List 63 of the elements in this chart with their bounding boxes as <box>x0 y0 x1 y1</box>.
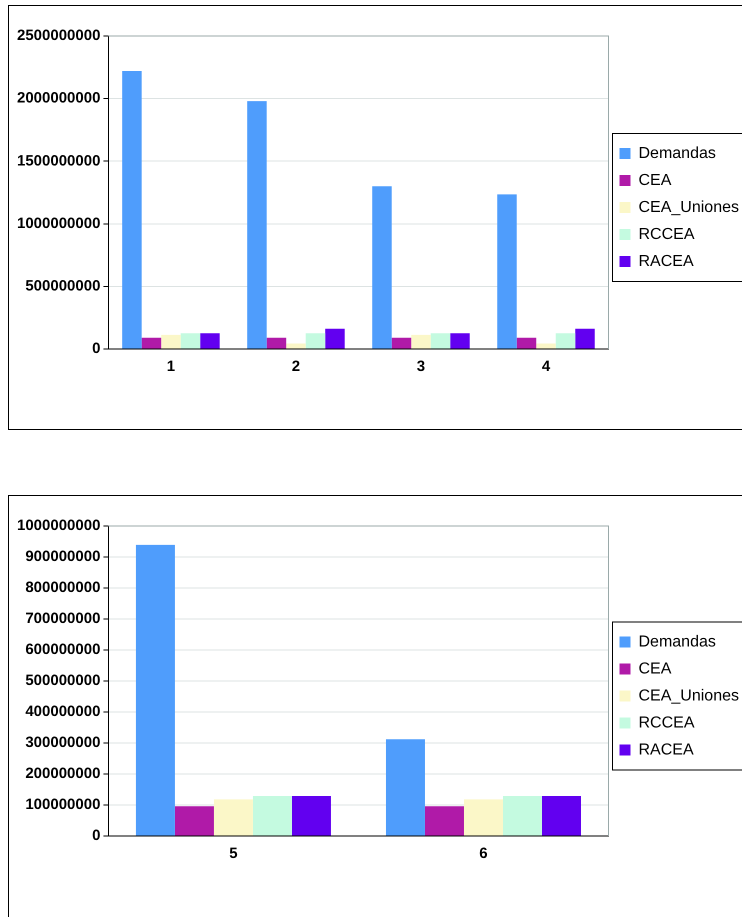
bar <box>392 338 412 348</box>
bar <box>306 333 326 348</box>
bar <box>325 328 345 348</box>
bar <box>286 343 306 348</box>
bar <box>252 796 292 836</box>
y-tick-label: 100000000 <box>25 796 100 814</box>
x-tick-label: 4 <box>542 358 551 376</box>
y-tick-label: 700000000 <box>25 610 100 628</box>
legend-label: RCCEA <box>638 226 695 243</box>
x-tick-label: 5 <box>229 845 238 862</box>
bar <box>142 338 162 348</box>
legend-label: RCCEA <box>638 714 695 732</box>
y-tick-label: 400000000 <box>25 703 100 720</box>
bar <box>464 799 503 836</box>
y-tick-label: 900000000 <box>25 548 100 566</box>
y-tick-label: 500000000 <box>25 672 100 690</box>
bar <box>247 101 267 348</box>
bar <box>214 799 253 836</box>
bar <box>161 334 181 348</box>
x-tick-label: 1 <box>166 358 176 376</box>
bar <box>502 796 542 836</box>
bar <box>174 806 214 836</box>
bar <box>430 333 450 348</box>
legend-label: RACEA <box>638 252 694 270</box>
bar <box>516 338 536 348</box>
y-tick-label: 1500000000 <box>16 152 100 170</box>
y-tick-label: 500000000 <box>25 278 100 295</box>
bar <box>122 71 142 348</box>
y-tick-label: 1000000000 <box>16 517 100 534</box>
bar <box>575 328 595 348</box>
legend-label: RACEA <box>638 741 694 758</box>
bar <box>424 806 464 836</box>
bar <box>136 544 175 836</box>
bar <box>542 796 581 836</box>
bar <box>386 739 425 836</box>
bar <box>372 186 392 348</box>
y-tick-label: 2000000000 <box>16 90 100 107</box>
legend-label: CEA_Uniones <box>638 687 739 704</box>
y-tick-label: 0 <box>92 827 100 844</box>
bar <box>556 333 576 348</box>
bar <box>200 333 220 348</box>
bar <box>450 333 470 348</box>
y-tick-label: 300000000 <box>25 734 100 752</box>
y-tick-label: 1000000000 <box>16 214 100 232</box>
bar <box>411 334 431 348</box>
legend-label: CEA_Uniones <box>638 198 739 216</box>
y-tick-label: 2500000000 <box>16 27 100 44</box>
y-tick-label: 800000000 <box>25 579 100 596</box>
legend-label: Demandas <box>638 633 716 650</box>
x-tick-label: 2 <box>292 358 300 376</box>
legend-label: CEA <box>638 660 672 678</box>
bar <box>180 333 200 348</box>
y-tick-label: 200000000 <box>25 765 100 782</box>
bar <box>266 338 286 348</box>
legend-label: CEA <box>638 172 672 189</box>
bar <box>536 343 556 348</box>
x-tick-label: 3 <box>416 358 426 376</box>
y-tick-label: 0 <box>92 340 100 358</box>
legend-label: Demandas <box>638 144 716 162</box>
x-tick-label: 6 <box>479 845 488 862</box>
y-tick-label: 600000000 <box>25 641 100 658</box>
bar <box>497 194 517 348</box>
bar <box>292 796 331 836</box>
